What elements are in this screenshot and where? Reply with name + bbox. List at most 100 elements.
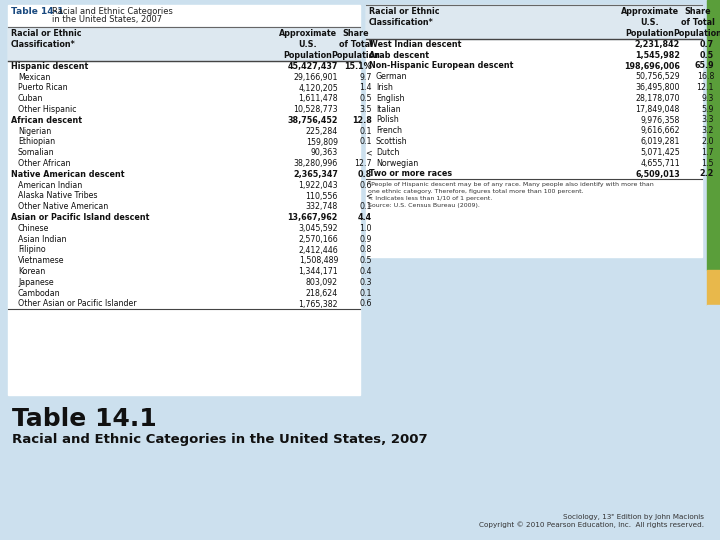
Text: 2,570,166: 2,570,166 <box>298 235 338 244</box>
Text: 803,092: 803,092 <box>306 278 338 287</box>
Text: 2,231,842: 2,231,842 <box>635 40 680 49</box>
Text: Non-Hispanic European descent: Non-Hispanic European descent <box>369 62 513 71</box>
Text: African descent: African descent <box>11 116 82 125</box>
Text: 1,508,489: 1,508,489 <box>299 256 338 265</box>
Text: 332,748: 332,748 <box>306 202 338 211</box>
Text: 0.1: 0.1 <box>359 202 372 211</box>
Text: Scottish: Scottish <box>376 137 408 146</box>
Text: 9,976,358: 9,976,358 <box>641 116 680 125</box>
Text: Table 14-1: Table 14-1 <box>11 7 63 16</box>
Text: 0.3: 0.3 <box>359 278 372 287</box>
Text: Alaska Native Tribes: Alaska Native Tribes <box>18 192 97 200</box>
Bar <box>8 27 360 61</box>
Text: 38,756,452: 38,756,452 <box>287 116 338 125</box>
Text: 159,809: 159,809 <box>306 138 338 146</box>
Text: 2.0: 2.0 <box>701 137 714 146</box>
Text: 0.1: 0.1 <box>359 138 372 146</box>
Text: Approximate
U.S.
Population: Approximate U.S. Population <box>621 7 679 38</box>
Text: 12.7: 12.7 <box>354 159 372 168</box>
Text: West Indian descent: West Indian descent <box>369 40 462 49</box>
Text: 198,696,006: 198,696,006 <box>624 62 680 71</box>
Text: Two or more races: Two or more races <box>369 170 452 179</box>
Text: 3.3: 3.3 <box>701 116 714 125</box>
Text: *People of Hispanic descent may be of any race. Many people also identify with m: *People of Hispanic descent may be of an… <box>368 183 654 187</box>
Text: 5,071,425: 5,071,425 <box>640 148 680 157</box>
Text: Source: U.S. Census Bureau (2009).: Source: U.S. Census Bureau (2009). <box>368 204 480 208</box>
Text: Racial or Ethnic
Classification*: Racial or Ethnic Classification* <box>369 7 439 27</box>
Text: 29,166,901: 29,166,901 <box>294 73 338 82</box>
Text: Share
of Total
Population: Share of Total Population <box>332 29 380 60</box>
Text: 0.5: 0.5 <box>359 94 372 103</box>
Text: 1.5: 1.5 <box>701 159 714 168</box>
Text: 16.8: 16.8 <box>697 72 714 82</box>
Bar <box>366 5 702 39</box>
Text: 2,412,446: 2,412,446 <box>298 246 338 254</box>
Text: 0.8: 0.8 <box>359 246 372 254</box>
Text: 110,556: 110,556 <box>305 192 338 200</box>
Text: Table 14.1: Table 14.1 <box>12 407 157 431</box>
Text: Filipino: Filipino <box>18 246 45 254</box>
Text: 218,624: 218,624 <box>306 289 338 298</box>
Text: 90,363: 90,363 <box>311 148 338 157</box>
Text: French: French <box>376 126 402 136</box>
Text: 2,365,347: 2,365,347 <box>293 170 338 179</box>
Text: Irish: Irish <box>376 83 393 92</box>
Text: Sociology, 13ᵉ Edition by John Macionis
Copyright © 2010 Pearson Education, Inc.: Sociology, 13ᵉ Edition by John Macionis … <box>479 514 704 528</box>
Text: 1.4: 1.4 <box>359 84 372 92</box>
Text: Korean: Korean <box>18 267 45 276</box>
Text: Other Hispanic: Other Hispanic <box>18 105 76 114</box>
Text: Asian or Pacific Island descent: Asian or Pacific Island descent <box>11 213 149 222</box>
Text: Racial or Ethnic
Classification*: Racial or Ethnic Classification* <box>11 29 81 49</box>
Text: German: German <box>376 72 408 82</box>
Text: 17,849,048: 17,849,048 <box>636 105 680 114</box>
Text: in the United States, 2007: in the United States, 2007 <box>52 15 162 24</box>
Text: 65.9: 65.9 <box>694 62 714 71</box>
Text: 0.6: 0.6 <box>359 181 372 190</box>
Text: 0.6: 0.6 <box>359 300 372 308</box>
Text: 0.7: 0.7 <box>700 40 714 49</box>
Text: Cambodan: Cambodan <box>18 289 60 298</box>
Text: Dutch: Dutch <box>376 148 400 157</box>
Text: 6,509,013: 6,509,013 <box>635 170 680 179</box>
Text: 9.3: 9.3 <box>701 94 714 103</box>
Text: American Indian: American Indian <box>18 181 82 190</box>
Text: 1.0: 1.0 <box>359 224 372 233</box>
Text: 50,756,529: 50,756,529 <box>635 72 680 82</box>
Text: Racial and Ethnic Categories in the United States, 2007: Racial and Ethnic Categories in the Unit… <box>12 433 428 446</box>
Text: 3,045,592: 3,045,592 <box>298 224 338 233</box>
Text: Other Asian or Pacific Islander: Other Asian or Pacific Islander <box>18 300 137 308</box>
Bar <box>707 305 720 540</box>
Text: 9.7: 9.7 <box>359 73 372 82</box>
Text: 1,611,478: 1,611,478 <box>298 94 338 103</box>
Text: Puerto Rican: Puerto Rican <box>18 84 68 92</box>
Text: Arab descent: Arab descent <box>369 51 429 60</box>
Text: 0.1: 0.1 <box>359 289 372 298</box>
Text: 3.2: 3.2 <box>701 126 714 136</box>
Text: Mexican: Mexican <box>18 73 50 82</box>
Text: 28,178,070: 28,178,070 <box>636 94 680 103</box>
Text: 4.4: 4.4 <box>358 213 372 222</box>
Text: Approximate
U.S.
Population: Approximate U.S. Population <box>279 29 337 60</box>
Text: 4,120,205: 4,120,205 <box>298 84 338 92</box>
Text: 2.2: 2.2 <box>700 170 714 179</box>
Text: 225,284: 225,284 <box>306 127 338 136</box>
Text: Chinese: Chinese <box>18 224 50 233</box>
Text: Other Native American: Other Native American <box>18 202 108 211</box>
Text: Norwegian: Norwegian <box>376 159 418 168</box>
Bar <box>366 5 702 257</box>
Text: 12.8: 12.8 <box>352 116 372 125</box>
Text: 1,765,382: 1,765,382 <box>298 300 338 308</box>
Text: <: < <box>365 192 372 200</box>
Text: Share
of Total
Population: Share of Total Population <box>674 7 720 38</box>
Text: 0.4: 0.4 <box>359 267 372 276</box>
Bar <box>707 0 720 270</box>
Text: <: < <box>365 148 372 157</box>
Text: Native American descent: Native American descent <box>11 170 125 179</box>
Text: 0.5: 0.5 <box>359 256 372 265</box>
Text: 38,280,996: 38,280,996 <box>294 159 338 168</box>
Text: 1,545,982: 1,545,982 <box>635 51 680 60</box>
Text: Polish: Polish <box>376 116 399 125</box>
Text: 9,616,662: 9,616,662 <box>640 126 680 136</box>
Text: Ethiopian: Ethiopian <box>18 138 55 146</box>
Text: Asian Indian: Asian Indian <box>18 235 66 244</box>
